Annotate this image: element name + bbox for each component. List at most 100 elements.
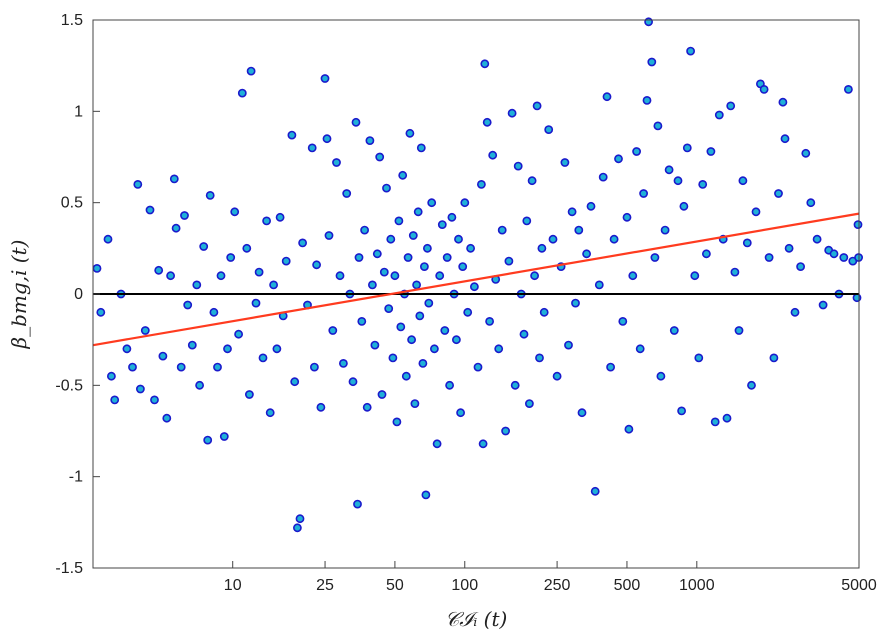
- data-point: [639, 189, 648, 198]
- data-point: [275, 212, 285, 222]
- data-point: [187, 340, 197, 350]
- data-point: [507, 108, 517, 118]
- data-point: [552, 371, 562, 381]
- y-tick-label: -1.5: [55, 560, 83, 577]
- data-point: [384, 304, 394, 313]
- data-point: [642, 96, 652, 105]
- data-point: [480, 59, 490, 69]
- data-point: [415, 311, 425, 321]
- data-point: [774, 189, 783, 198]
- data-point: [622, 212, 632, 222]
- data-point: [392, 417, 402, 427]
- data-point: [698, 179, 708, 189]
- data-point: [530, 271, 539, 281]
- data-point: [171, 223, 181, 233]
- data-point: [145, 205, 155, 215]
- x-tick-label: 1000: [679, 577, 715, 594]
- data-point: [354, 253, 364, 262]
- data-point: [494, 344, 504, 354]
- fit-line: [92, 212, 860, 347]
- data-point: [205, 190, 215, 200]
- data-point: [694, 353, 704, 363]
- data-point: [418, 358, 428, 368]
- data-point: [710, 417, 720, 427]
- data-point: [574, 225, 584, 235]
- y-tick-label: -1: [69, 469, 83, 486]
- y-axis-ticks: -1.5 -1 -0.5 0 0.5 1 1.5: [55, 12, 100, 577]
- data-point: [796, 262, 805, 271]
- data-point: [751, 207, 761, 217]
- data-point: [560, 158, 570, 167]
- data-point: [501, 426, 510, 436]
- data-point: [103, 234, 113, 244]
- data-point: [706, 147, 716, 156]
- data-point: [463, 307, 473, 317]
- y-tick-label: 1.5: [61, 12, 83, 29]
- data-point: [234, 329, 243, 339]
- data-point: [133, 179, 143, 189]
- y-tick-label: 0: [74, 286, 83, 303]
- data-point: [348, 377, 358, 387]
- data-point: [635, 344, 645, 354]
- data-point: [602, 92, 612, 102]
- data-point: [408, 231, 418, 240]
- data-point: [419, 262, 429, 271]
- data-point: [780, 134, 790, 144]
- data-point: [527, 176, 537, 186]
- data-point: [473, 362, 483, 372]
- data-point: [682, 143, 692, 153]
- data-point: [360, 225, 369, 235]
- data-point: [328, 326, 338, 335]
- data-point: [730, 267, 740, 277]
- data-point: [442, 253, 452, 262]
- data-point: [664, 165, 674, 175]
- data-point: [295, 514, 305, 524]
- data-point: [476, 179, 486, 189]
- data-point: [237, 88, 247, 98]
- data-point: [764, 253, 774, 262]
- data-point: [447, 212, 457, 222]
- data-point: [312, 260, 321, 270]
- data-point: [213, 362, 222, 372]
- data-point: [644, 17, 653, 27]
- data-point: [338, 358, 348, 368]
- data-point: [535, 353, 544, 363]
- data-point: [577, 408, 587, 418]
- data-point: [590, 486, 600, 496]
- data-point: [722, 413, 732, 423]
- data-point: [432, 439, 442, 449]
- x-tick-label: 25: [316, 577, 334, 594]
- data-point: [539, 307, 549, 317]
- data-point: [332, 158, 341, 167]
- data-point: [394, 216, 404, 226]
- data-point: [656, 371, 666, 381]
- data-point: [504, 256, 514, 266]
- data-point: [365, 136, 375, 145]
- data-point: [251, 298, 261, 308]
- data-point: [714, 110, 724, 120]
- data-point: [460, 198, 470, 208]
- data-point: [107, 371, 116, 381]
- data-point: [242, 243, 252, 253]
- data-point: [482, 117, 492, 127]
- data-point: [660, 225, 670, 235]
- y-tick-label: 0.5: [61, 195, 83, 212]
- data-point: [398, 170, 408, 180]
- data-point: [510, 380, 520, 390]
- data-point: [254, 267, 264, 277]
- data-point: [375, 152, 385, 162]
- data-point: [342, 189, 352, 198]
- data-point: [307, 143, 317, 153]
- data-point: [169, 174, 179, 184]
- data-point: [702, 249, 711, 259]
- data-point: [437, 220, 447, 229]
- data-point: [458, 262, 468, 271]
- data-point: [669, 326, 679, 335]
- data-point: [618, 316, 628, 326]
- data-point: [269, 280, 278, 290]
- data-point: [154, 265, 164, 275]
- data-point: [806, 198, 816, 208]
- data-point: [594, 280, 604, 290]
- data-point: [598, 172, 608, 182]
